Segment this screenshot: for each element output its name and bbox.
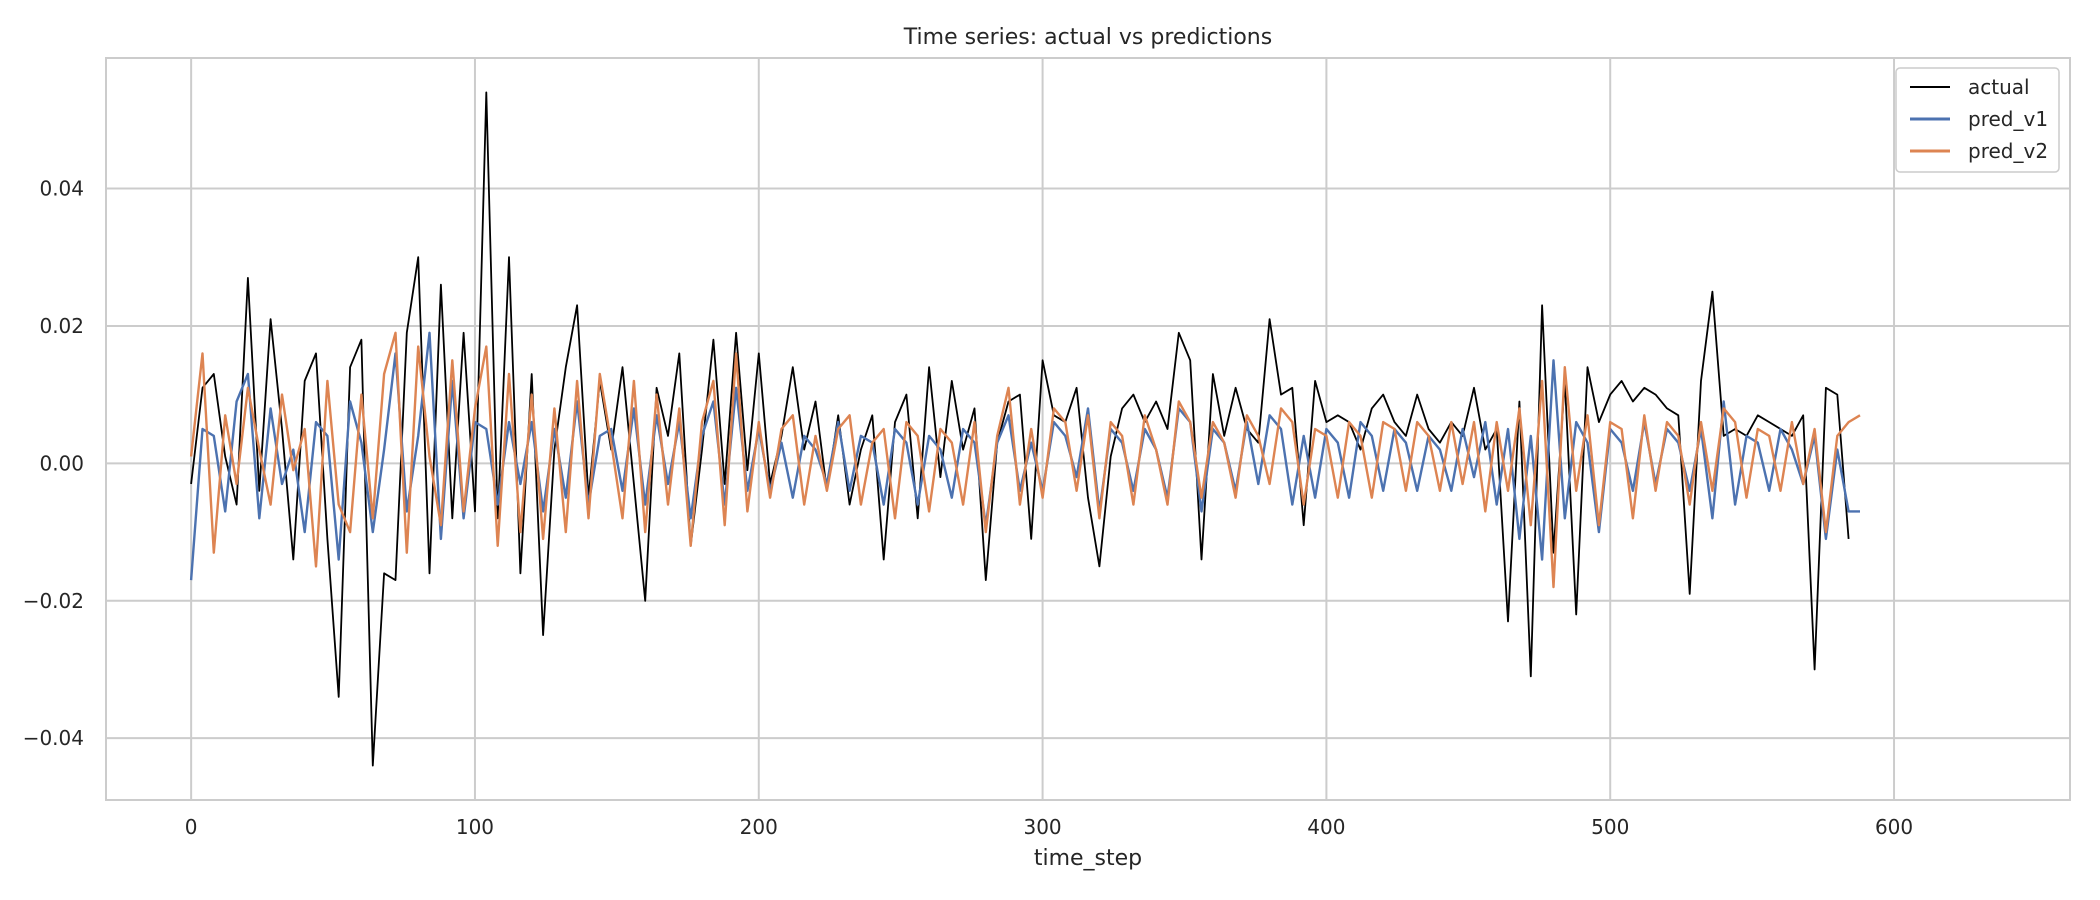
x-tick-label: 0 [185,815,198,839]
x-axis-label: time_step [1034,846,1142,871]
chart-title: Time series: actual vs predictions [903,25,1272,50]
series-line-pred-v2 [189,331,1861,589]
x-tick-label: 500 [1591,815,1629,839]
y-tick-label: −0.04 [23,726,84,750]
legend-label-pred-v2: pred_v2 [1968,139,2048,163]
x-tick-label: 300 [1023,815,1061,839]
legend-box [1895,67,2060,173]
plot-frame [105,57,2071,801]
y-tick-label: −0.02 [23,589,84,613]
series-lines [189,91,1861,767]
x-axis-ticks: 0 100 200 300 400 500 600 [185,815,1913,839]
legend: actual pred_v1 pred_v2 [1895,67,2060,173]
legend-label-actual: actual [1968,75,2030,99]
legend-label-pred-v1: pred_v1 [1968,107,2048,131]
y-tick-label: 0.02 [39,314,84,338]
x-tick-label: 100 [456,815,494,839]
x-tick-label: 200 [740,815,778,839]
x-tick-label: 600 [1875,815,1913,839]
x-tick-label: 400 [1307,815,1345,839]
y-axis-ticks: −0.04 −0.02 0.00 0.02 0.04 [23,177,84,751]
y-tick-label: 0.04 [39,177,84,201]
series-line-actual [190,91,1850,767]
y-tick-label: 0.00 [39,451,84,475]
